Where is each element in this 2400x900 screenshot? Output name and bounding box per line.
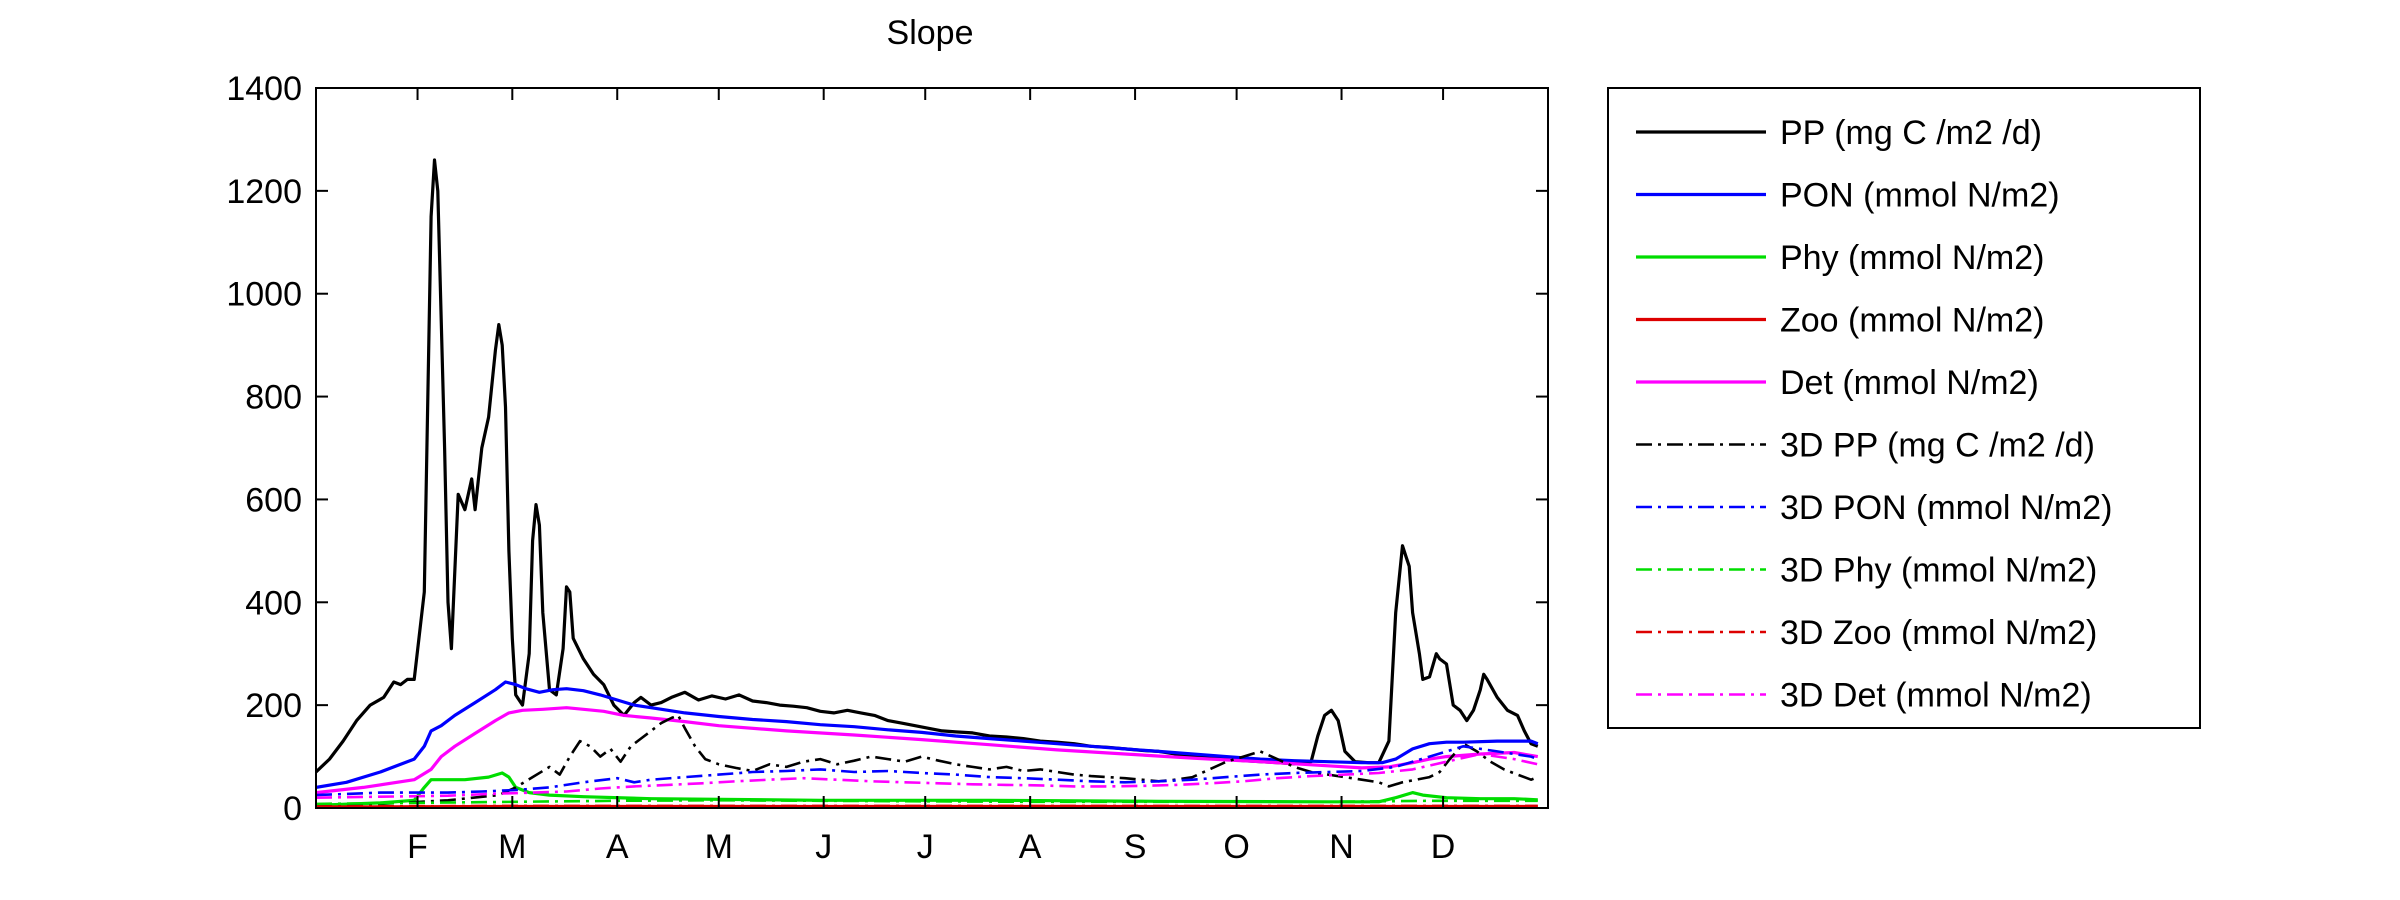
x-tick-label: D	[1431, 828, 1456, 866]
x-tick-label: J	[917, 828, 934, 866]
y-tick-label: 600	[245, 481, 302, 519]
legend-label-7: 3D PON (mmol N/m2)	[1780, 489, 2112, 527]
x-tick-label: F	[407, 828, 428, 866]
legend: PP (mg C /m2 /d) PON (mmol N/m2) Phy (mmol…	[1607, 87, 2201, 729]
y-tick-label: 1200	[226, 173, 302, 211]
legend-label-1: PP (mg C /m2 /d)	[1780, 114, 2042, 152]
x-tick-label: A	[606, 828, 629, 866]
y-tick-label: 0	[283, 790, 302, 828]
series-group	[316, 158, 1539, 808]
y-tick-label: 200	[245, 687, 302, 725]
x-tick-label: N	[1329, 828, 1354, 866]
x-tick-label: J	[815, 828, 832, 866]
series-line-2	[316, 680, 1539, 789]
legend-label-5: Det (mmol N/m2)	[1780, 364, 2039, 402]
x-tick-label: O	[1223, 828, 1249, 866]
x-tick-label: M	[498, 828, 526, 866]
x-tick-label: S	[1124, 828, 1147, 866]
series-line-3	[316, 771, 1538, 807]
y-tick-label: 1400	[226, 70, 302, 108]
axes-box	[315, 87, 1549, 809]
y-tick-label: 800	[245, 379, 302, 417]
legend-label-10: 3D Det (mmol N/m2)	[1780, 677, 2092, 715]
series-line-9	[316, 804, 1538, 808]
legend-label-3: Phy (mmol N/m2)	[1780, 239, 2044, 277]
legend-label-9: 3D Zoo (mmol N/m2)	[1780, 614, 2097, 652]
series-line-10	[316, 752, 1539, 799]
series-line-1	[316, 158, 1539, 774]
y-tick-label: 400	[245, 584, 302, 622]
plot-area: 0 200 400 600 800 1000 1200 1400 F M A M J J A S O N D	[226, 70, 1549, 866]
x-tick-label: A	[1019, 828, 1042, 866]
y-tick-label: 1000	[226, 276, 302, 314]
series-line-5	[316, 706, 1539, 795]
chart-title: Slope	[887, 14, 974, 52]
legend-label-2: PON (mmol N/m2)	[1780, 177, 2060, 215]
legend-label-6: 3D PP (mg C /m2 /d)	[1780, 427, 2095, 465]
series-line-8	[316, 799, 1538, 806]
x-tick-label: M	[705, 828, 733, 866]
legend-label-4: Zoo (mmol N/m2)	[1780, 302, 2044, 340]
legend-label-8: 3D Phy (mmol N/m2)	[1780, 552, 2097, 590]
